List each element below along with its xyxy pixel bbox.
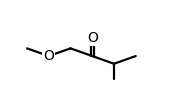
Text: O: O bbox=[87, 31, 98, 45]
Text: O: O bbox=[43, 49, 54, 63]
